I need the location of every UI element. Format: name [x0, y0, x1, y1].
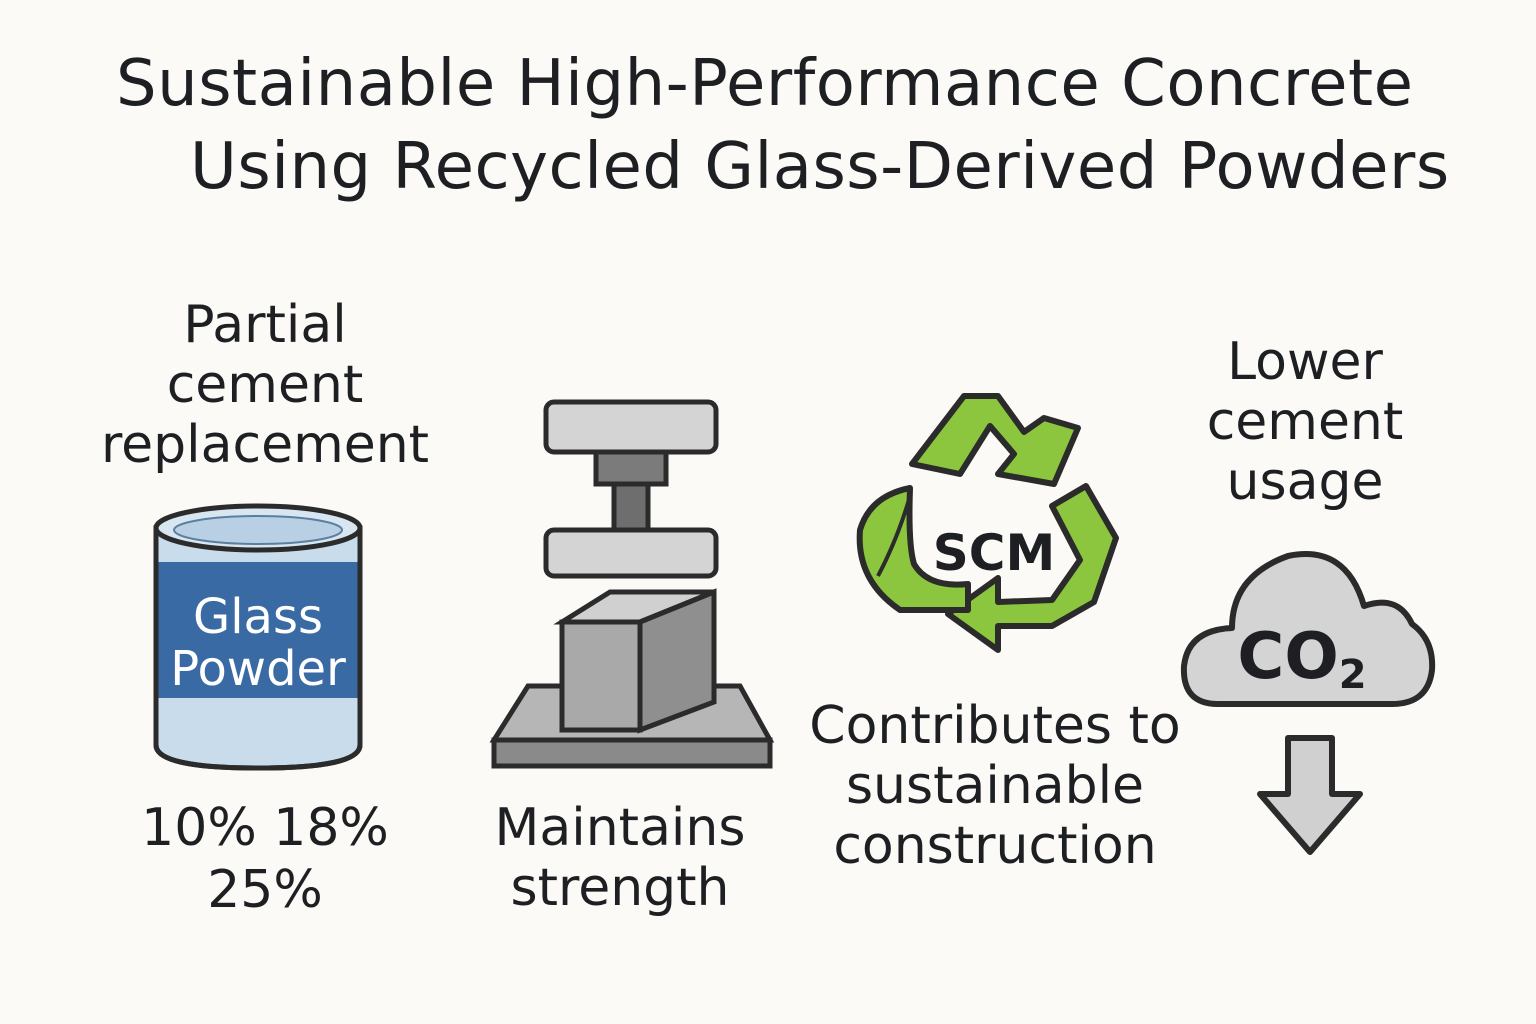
panel3-caption: Contributes to sustainable construction — [800, 696, 1190, 876]
panel4-heading: Lower cement usage — [1160, 332, 1450, 512]
panel2-caption-line-1: Maintains — [494, 798, 746, 858]
title-line-2: Using Recycled Glass-Derived Powders — [190, 130, 1450, 204]
panel3-caption-line-3: construction — [833, 816, 1157, 876]
recycle-arrows-icon: SCM — [856, 393, 1119, 653]
panel4-heading-line-2: cement — [1206, 392, 1404, 452]
co2-cloud-icon: CO2 — [1180, 551, 1436, 707]
percentages-line-1: 10% 18% — [141, 798, 389, 858]
can-label-line-1: Glass — [193, 589, 323, 645]
panel3-caption-line-2: sustainable — [845, 756, 1145, 816]
panel1-heading-line-3: replacement — [100, 415, 430, 475]
panel4-heading-line-3: usage — [1226, 452, 1384, 512]
title-line-1: Sustainable High-Performance Concrete — [116, 47, 1414, 121]
co2-subscript: 2 — [1339, 652, 1367, 698]
panel1-percentages: 10% 18% 25% — [115, 797, 415, 921]
panel2-caption: Maintains strength — [470, 798, 770, 918]
recycle-label: SCM — [933, 524, 1055, 582]
co2-label: CO2 — [1237, 620, 1366, 698]
panel2-caption-line-2: strength — [510, 858, 730, 918]
panel4-heading-line-1: Lower — [1227, 332, 1383, 392]
panel3-caption-line-1: Contributes to — [809, 696, 1181, 756]
panel1-heading-line-1: Partial — [183, 295, 347, 355]
can-label-line-2: Powder — [170, 641, 346, 697]
down-arrow-icon — [1257, 735, 1363, 855]
co2-main: CO — [1237, 620, 1338, 694]
panel1-heading-line-2: cement — [166, 355, 364, 415]
panel1-heading: Partial cement replacement — [95, 295, 435, 475]
compression-press-icon — [489, 399, 775, 769]
glass-powder-can-icon: Glass Powder — [153, 503, 363, 771]
percentages-line-2: 25% — [207, 860, 323, 920]
